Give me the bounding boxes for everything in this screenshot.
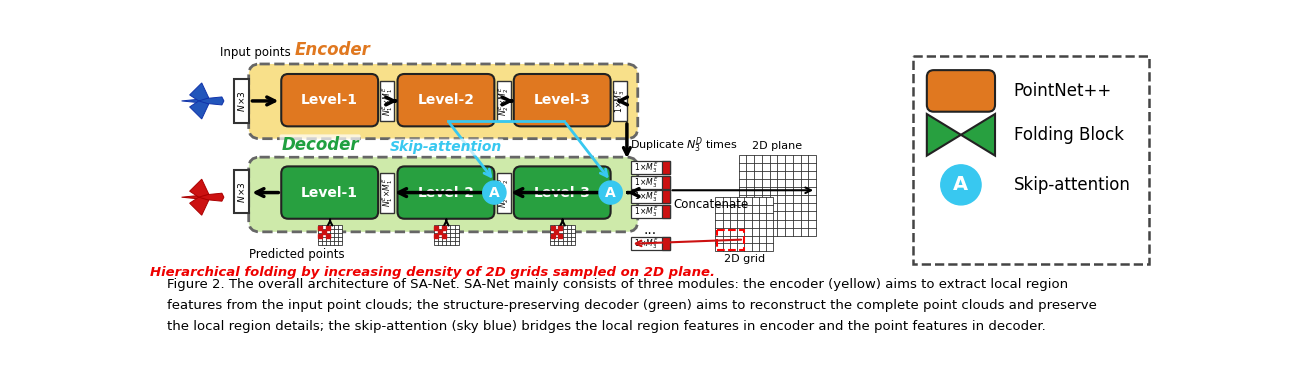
FancyBboxPatch shape bbox=[249, 64, 638, 139]
Text: features from the input point clouds; the structure-preserving decoder (green) a: features from the input point clouds; th… bbox=[168, 299, 1097, 312]
Circle shape bbox=[941, 165, 981, 205]
FancyBboxPatch shape bbox=[281, 74, 378, 126]
Text: Hierarchical folding by increasing density of 2D grids sampled on 2D plane.: Hierarchical folding by increasing densi… bbox=[150, 267, 715, 279]
Text: $N\!\times\!3$: $N\!\times\!3$ bbox=[236, 90, 247, 112]
Polygon shape bbox=[927, 114, 960, 156]
Text: $N_1^E\!\times\!M_1^E$: $N_1^E\!\times\!M_1^E$ bbox=[380, 86, 394, 116]
FancyBboxPatch shape bbox=[927, 70, 995, 112]
Text: Figure 2. The overall architecture of SA-Net. SA-Net mainly consists of three mo: Figure 2. The overall architecture of SA… bbox=[168, 278, 1069, 291]
Text: Level-2: Level-2 bbox=[418, 93, 474, 107]
Text: Folding Block: Folding Block bbox=[1013, 126, 1124, 144]
Polygon shape bbox=[960, 114, 995, 156]
Bar bbox=[614, 81, 626, 121]
Bar bbox=[717, 230, 744, 250]
Bar bbox=[661, 190, 669, 203]
Bar bbox=[235, 80, 250, 123]
Text: $1\!\times\!M_3^E$: $1\!\times\!M_3^E$ bbox=[634, 160, 659, 175]
Text: A: A bbox=[606, 185, 616, 200]
Bar bbox=[496, 81, 510, 121]
Bar bbox=[630, 176, 669, 189]
Text: $1\!\times\!M_3^E$: $1\!\times\!M_3^E$ bbox=[634, 189, 659, 204]
Text: $1\!\times\!M_3^E$: $1\!\times\!M_3^E$ bbox=[634, 204, 659, 219]
Circle shape bbox=[483, 181, 507, 204]
Text: $1\!\times\!M_3^E$: $1\!\times\!M_3^E$ bbox=[634, 175, 659, 190]
FancyBboxPatch shape bbox=[281, 166, 378, 219]
Polygon shape bbox=[189, 83, 209, 101]
Text: 2D plane: 2D plane bbox=[753, 141, 802, 151]
Text: Level-3: Level-3 bbox=[534, 93, 590, 107]
FancyBboxPatch shape bbox=[514, 166, 611, 219]
Text: 2D grid: 2D grid bbox=[723, 254, 764, 264]
Bar bbox=[317, 225, 343, 245]
Bar bbox=[630, 161, 669, 174]
Bar bbox=[630, 190, 669, 203]
Bar bbox=[913, 56, 1150, 264]
Text: A: A bbox=[954, 175, 968, 194]
Polygon shape bbox=[189, 197, 209, 215]
Bar bbox=[661, 176, 669, 189]
FancyBboxPatch shape bbox=[397, 74, 495, 126]
Bar bbox=[661, 237, 669, 250]
Bar bbox=[715, 197, 773, 251]
Bar bbox=[739, 155, 816, 236]
Text: Level-2: Level-2 bbox=[418, 185, 474, 200]
Bar bbox=[550, 225, 575, 245]
Text: Level-1: Level-1 bbox=[302, 185, 358, 200]
Text: Skip-attention: Skip-attention bbox=[389, 140, 501, 154]
Text: $1\!\times\!M_3^E$: $1\!\times\!M_3^E$ bbox=[634, 236, 659, 251]
Text: $N_1^E\!\times\!M_1^E$: $N_1^E\!\times\!M_1^E$ bbox=[380, 178, 394, 207]
Text: Decoder: Decoder bbox=[281, 136, 358, 154]
Text: Concatenate: Concatenate bbox=[673, 198, 749, 211]
Text: PointNet++: PointNet++ bbox=[1013, 82, 1112, 100]
Text: Encoder: Encoder bbox=[294, 42, 370, 59]
Text: Duplicate $N_3^D$ times: Duplicate $N_3^D$ times bbox=[630, 136, 737, 155]
Text: $N\!\times\!3$: $N\!\times\!3$ bbox=[236, 181, 247, 203]
Text: the local region details; the skip-attention (sky blue) bridges the local region: the local region details; the skip-atten… bbox=[168, 319, 1047, 333]
Bar bbox=[496, 172, 510, 212]
FancyBboxPatch shape bbox=[397, 166, 495, 219]
Text: $N_2^E\!\times\!M_2^E$: $N_2^E\!\times\!M_2^E$ bbox=[496, 86, 512, 116]
Text: Input points: Input points bbox=[220, 46, 291, 59]
Polygon shape bbox=[189, 101, 209, 119]
Text: Level-1: Level-1 bbox=[302, 93, 358, 107]
FancyBboxPatch shape bbox=[514, 74, 611, 126]
Text: $N_2^D\!\times\!M_2^D$: $N_2^D\!\times\!M_2^D$ bbox=[496, 177, 512, 208]
Text: A: A bbox=[489, 185, 500, 200]
Bar bbox=[434, 225, 459, 245]
Polygon shape bbox=[182, 193, 224, 201]
Bar bbox=[235, 170, 250, 213]
Bar bbox=[661, 205, 669, 218]
Bar bbox=[380, 172, 394, 212]
FancyBboxPatch shape bbox=[249, 157, 638, 232]
Text: Predicted points: Predicted points bbox=[249, 248, 344, 261]
Bar bbox=[380, 81, 394, 121]
Bar bbox=[661, 161, 669, 174]
Circle shape bbox=[599, 181, 623, 204]
Text: Level-3: Level-3 bbox=[534, 185, 590, 200]
Polygon shape bbox=[182, 97, 224, 105]
Bar bbox=[630, 237, 669, 250]
Polygon shape bbox=[189, 179, 209, 197]
Text: $1\!\times\!M_3^E$: $1\!\times\!M_3^E$ bbox=[612, 89, 628, 113]
Text: ...: ... bbox=[643, 223, 656, 237]
Text: Skip-attention: Skip-attention bbox=[1013, 176, 1130, 194]
Bar bbox=[630, 205, 669, 218]
